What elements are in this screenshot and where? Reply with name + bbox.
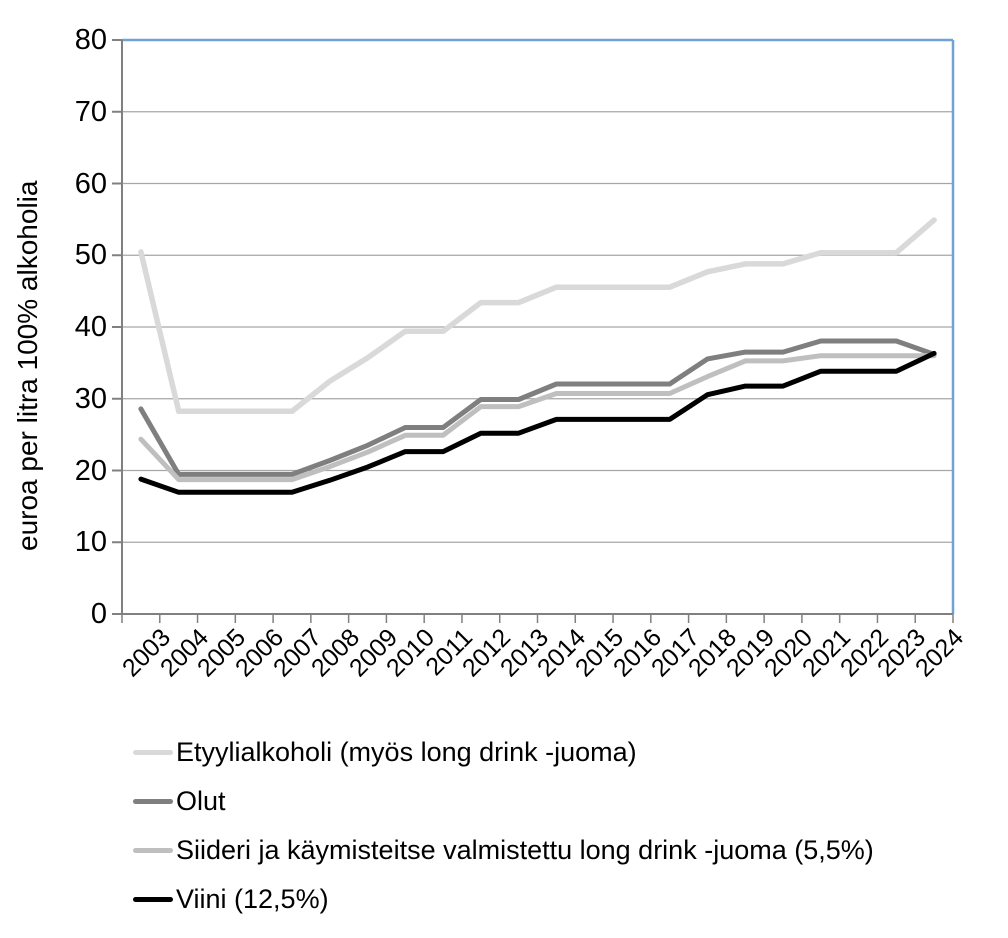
y-tick-label: 0 — [90, 598, 107, 630]
legend-item: Siideri ja käymisteitse valmistettu long… — [133, 834, 874, 866]
legend-label: Etyylialkoholi (myös long drink -juoma) — [176, 737, 637, 767]
legend-item: Viini (12,5%) — [133, 883, 874, 915]
y-tick-label: 30 — [74, 382, 107, 415]
series-line-2 — [138, 338, 937, 477]
legend-label: Viini (12,5%) — [176, 884, 329, 914]
legend-line-swatch — [133, 896, 173, 902]
legend-label: Olut — [176, 786, 226, 816]
legend-item: Olut — [133, 785, 874, 817]
series-line-1 — [138, 217, 937, 415]
y-tick-label: 80 — [74, 24, 107, 56]
y-tick-label: 10 — [74, 526, 107, 559]
y-tick-label: 20 — [74, 454, 107, 487]
legend-line-swatch — [133, 749, 173, 755]
y-tick-label: 60 — [74, 167, 107, 200]
legend-line-swatch — [133, 847, 173, 853]
legend-item: Etyylialkoholi (myös long drink -juoma) — [133, 736, 874, 768]
legend-label: Siideri ja käymisteitse valmistettu long… — [176, 835, 874, 865]
y-tick-label: 70 — [74, 95, 107, 128]
legend: Etyylialkoholi (myös long drink -juoma) … — [133, 736, 874, 932]
series-line-3 — [138, 353, 937, 483]
legend-line-swatch — [133, 798, 173, 804]
y-tick-label: 40 — [74, 311, 107, 343]
y-tick-label: 50 — [74, 239, 107, 272]
y-axis-title: euroa per litra 100% alkoholia — [12, 180, 43, 552]
series-line-4 — [138, 350, 937, 495]
